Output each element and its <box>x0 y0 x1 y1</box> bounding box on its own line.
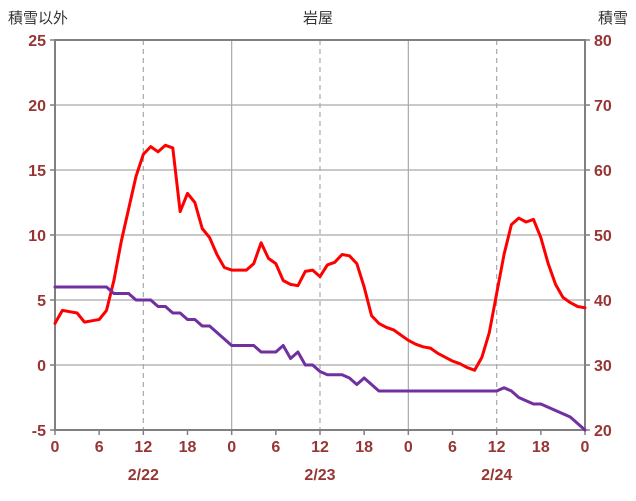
right-axis-tick-label: 70 <box>594 98 612 115</box>
left-axis-tick-label: 5 <box>37 293 46 310</box>
x-axis-tick-label: 12 <box>488 439 506 456</box>
left-axis-tick-label: 25 <box>28 33 46 50</box>
right-axis-tick-label: 30 <box>594 358 612 375</box>
left-axis-tick-label: 15 <box>28 163 46 180</box>
x-axis-tick-label: 0 <box>51 439 60 456</box>
x-axis-tick-label: 18 <box>179 439 197 456</box>
x-axis-date-label: 2/22 <box>128 467 159 484</box>
gridlines <box>55 40 585 430</box>
left-axis-tick-label: 20 <box>28 98 46 115</box>
x-axis-tick-label: 0 <box>581 439 590 456</box>
x-axis-date-label: 2/23 <box>304 467 335 484</box>
x-axis-tick-label: 6 <box>271 439 280 456</box>
series-red-line <box>53 143 587 372</box>
right-axis-tick-label: 80 <box>594 33 612 50</box>
x-axis-tick-label: 12 <box>134 439 152 456</box>
x-axis-tick-label: 18 <box>355 439 373 456</box>
right-axis-tick-label: 20 <box>594 423 612 440</box>
right-axis-tick-label: 60 <box>594 163 612 180</box>
x-axis-tick-label: 12 <box>311 439 329 456</box>
x-axis-tick-label: 18 <box>532 439 550 456</box>
right-axis-tick-label: 40 <box>594 293 612 310</box>
x-axis-date-label: 2/24 <box>481 467 512 484</box>
x-axis-tick-label: 0 <box>227 439 236 456</box>
x-axis-tick-label: 6 <box>95 439 104 456</box>
chart-title: 岩屋 <box>302 10 334 27</box>
axis-ticks <box>50 39 590 435</box>
x-axis-tick-label: 0 <box>404 439 413 456</box>
left-axis-tick-label: 0 <box>37 358 46 375</box>
x-axis-tick-label: 6 <box>448 439 457 456</box>
right-axis-tick-label: 50 <box>594 228 612 245</box>
left-axis-tick-label: -5 <box>32 423 46 440</box>
left-axis-tick-label: 10 <box>28 228 46 245</box>
left-axis-title: 積雪以外 <box>8 10 69 27</box>
right-axis-title: 積雪 <box>597 10 628 27</box>
series-purple-line <box>53 285 587 432</box>
